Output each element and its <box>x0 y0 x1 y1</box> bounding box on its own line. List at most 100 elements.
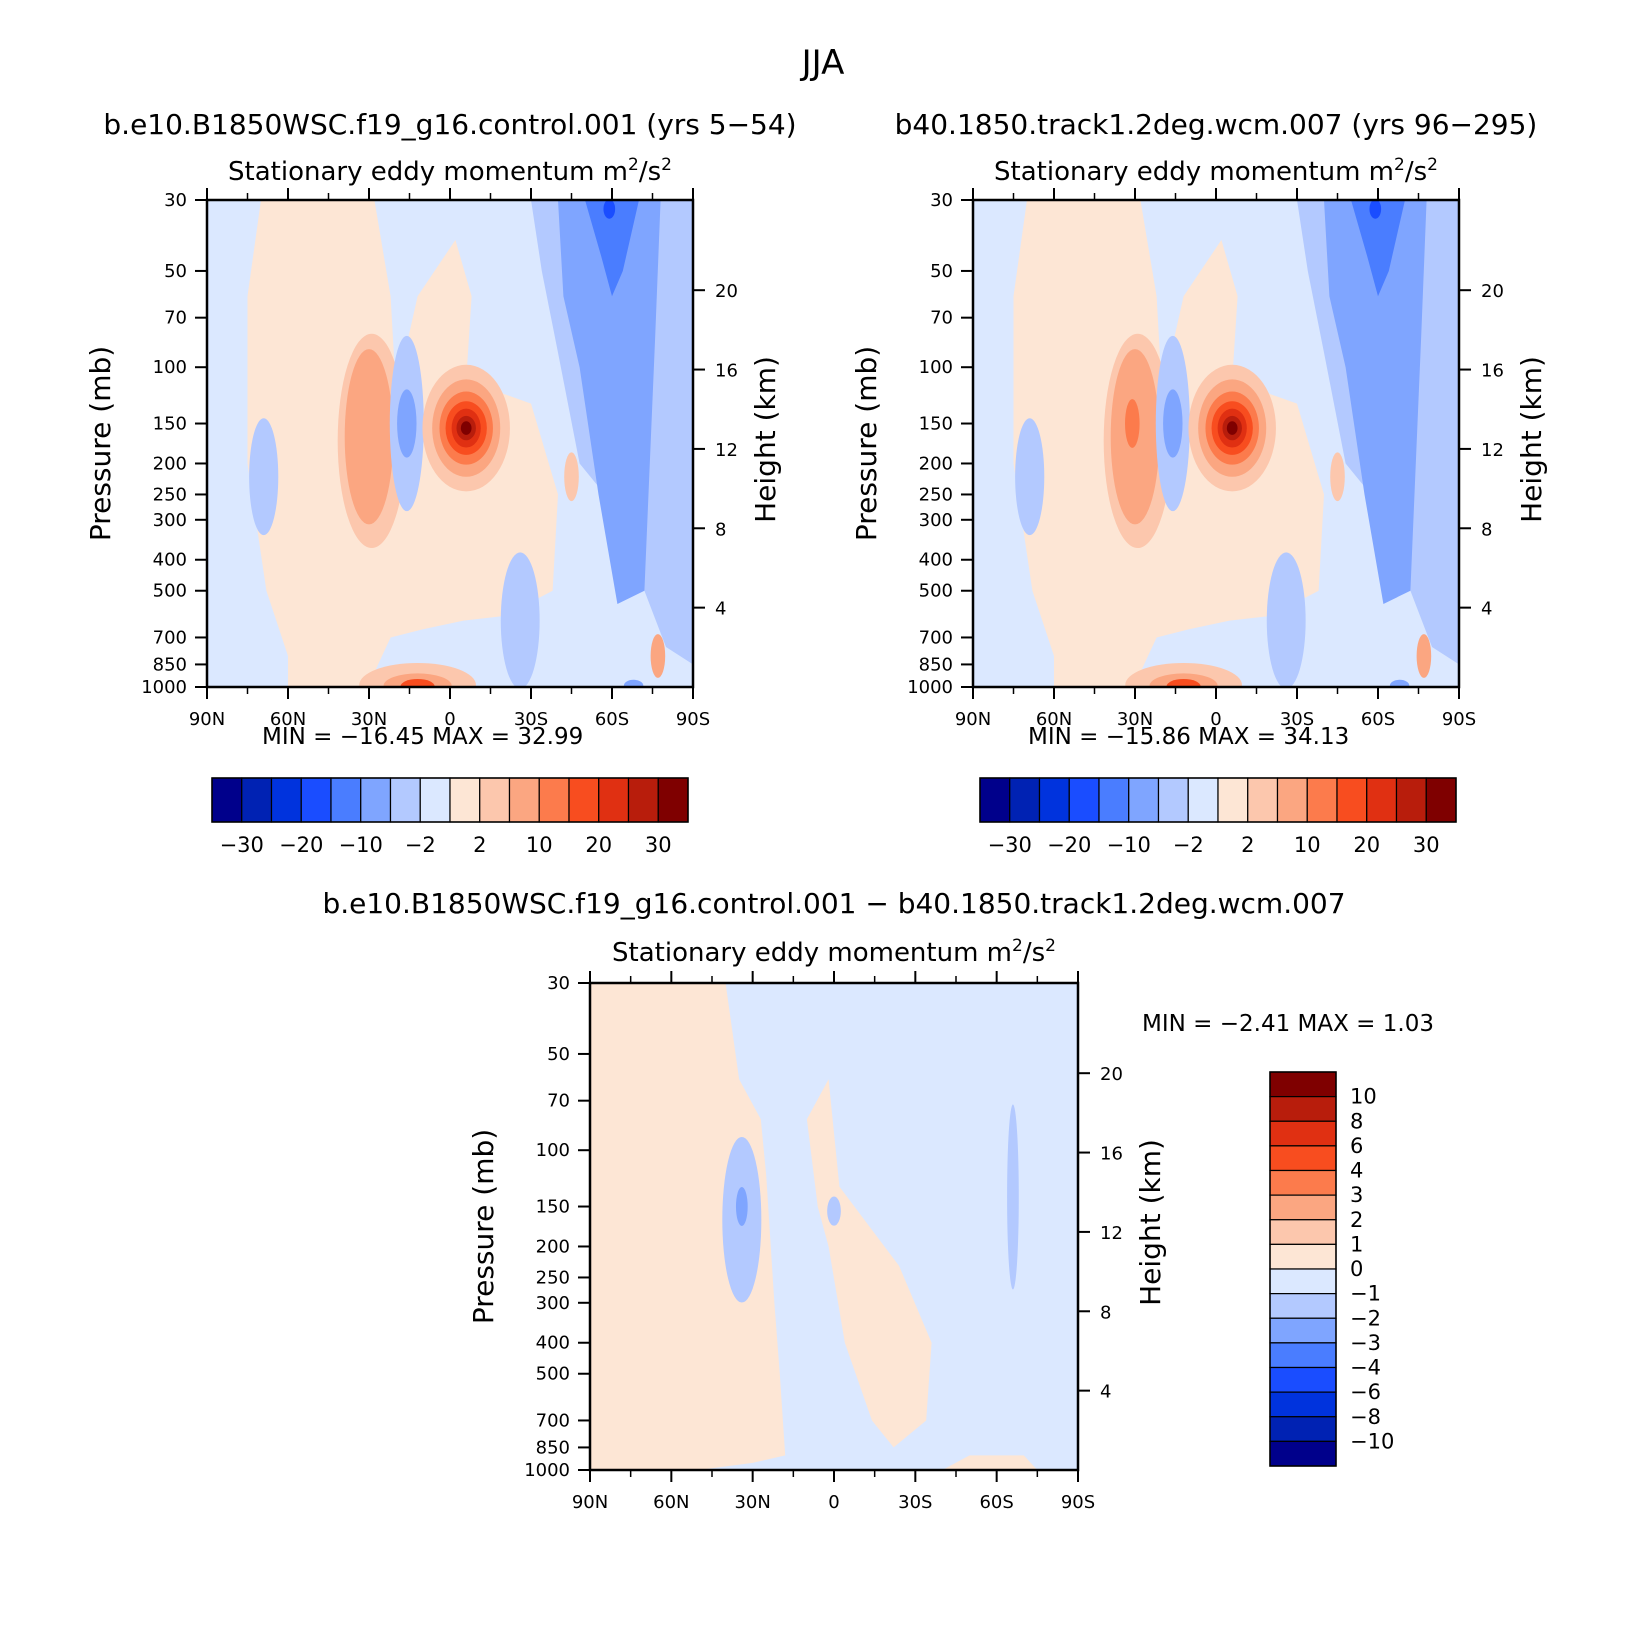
y-tick-label: 1000 <box>141 677 187 698</box>
colorbar-cell <box>1306 777 1338 823</box>
colorbar-cell <box>1269 1145 1337 1172</box>
height-tick-label: 16 <box>1481 361 1504 382</box>
y-tick-label: 400 <box>153 550 187 571</box>
colorbar-label: 3 <box>1350 1183 1363 1207</box>
height-tick-label: 4 <box>1100 1382 1111 1403</box>
contour-band <box>1330 452 1345 502</box>
x-tick-label: 30S <box>514 709 548 730</box>
x-tick-label: 30S <box>1280 709 1314 730</box>
contour-band <box>1226 421 1238 435</box>
contour-band <box>1389 679 1410 687</box>
y-tick-label: 200 <box>919 453 953 474</box>
x-tick-label: 30N <box>734 1492 770 1513</box>
y-tick-label: 250 <box>153 484 187 505</box>
y-tick-label: 300 <box>919 510 953 531</box>
colorbar-cell <box>1269 1096 1337 1122</box>
colorbar-label: −2 <box>1173 833 1204 857</box>
contour-band <box>1007 1104 1019 1290</box>
colorbar-label: −1 <box>1350 1282 1381 1306</box>
x-tick-label: 60S <box>595 709 629 730</box>
height-tick-label: 8 <box>715 519 726 540</box>
y-tick-label: 100 <box>153 357 187 378</box>
panel-3: b.e10.B1850WSC.f19_g16.control.001 − b40… <box>322 887 1434 1513</box>
y-tick-label: 250 <box>536 1267 570 1288</box>
colorbar-cell <box>657 777 689 823</box>
colorbar-cell <box>1269 1342 1337 1369</box>
contour-band <box>603 200 616 219</box>
y-tick-label: 850 <box>536 1437 570 1458</box>
y-tick-label: 200 <box>536 1236 570 1257</box>
colorbar-cell <box>1128 777 1160 823</box>
height-tick-label: 4 <box>715 599 726 620</box>
colorbar-cell <box>1269 1120 1337 1147</box>
y-tick-label: 50 <box>547 1044 570 1065</box>
y-tick-label: 30 <box>164 190 187 211</box>
y-tick-label: 50 <box>930 261 953 282</box>
min-max-label: MIN = −2.41 MAX = 1.03 <box>1142 1011 1434 1037</box>
height-tick-label: 16 <box>715 361 738 382</box>
figure-title: JJA <box>800 43 845 83</box>
x-tick-label: 0 <box>1210 709 1221 730</box>
y-tick-label: 700 <box>536 1410 570 1431</box>
colorbar-cell <box>1269 1268 1337 1295</box>
y-tick-label: 500 <box>536 1364 570 1385</box>
colorbar-label: 2 <box>1350 1208 1363 1232</box>
y-tick-label: 50 <box>164 261 187 282</box>
contour-band <box>400 679 435 687</box>
colorbar-label: −10 <box>1350 1429 1394 1453</box>
y-tick-label: 700 <box>919 627 953 648</box>
contour-band <box>1324 200 1427 604</box>
colorbar-label: 2 <box>473 833 486 857</box>
colorbar-label: −10 <box>339 833 383 857</box>
y-tick-label: 1000 <box>524 1460 570 1481</box>
x-tick-label: 90N <box>189 709 225 730</box>
colorbar: −30 −20 −10 −2 2 10 20 30 <box>211 777 689 857</box>
colorbar-cell <box>1336 777 1368 823</box>
y-axis-label: Pressure (mb) <box>467 1129 500 1324</box>
contour-band <box>590 983 786 1470</box>
colorbar-cell <box>568 777 600 823</box>
colorbar-cell <box>1269 1440 1337 1467</box>
y-axis-label: Pressure (mb) <box>84 346 117 541</box>
colorbar-cell <box>1269 1071 1337 1098</box>
colorbar-cell <box>1395 777 1427 823</box>
colorbar-frame <box>1269 1071 1337 1467</box>
contour-band <box>1015 418 1045 536</box>
variable-title: Stationary eddy momentum m2/s2 <box>994 155 1438 187</box>
colorbar-cell <box>330 777 362 823</box>
colorbar-cell <box>479 777 511 823</box>
x-tick-label: 30S <box>898 1492 932 1513</box>
colorbar-cell <box>1269 1194 1337 1221</box>
y-tick-label: 850 <box>153 654 187 675</box>
contour-band <box>735 1187 748 1227</box>
colorbar-cell <box>1425 777 1457 823</box>
y-tick-label: 700 <box>153 627 187 648</box>
x-tick-label: 90S <box>1442 709 1476 730</box>
colorbar-cell <box>1269 1391 1337 1418</box>
colorbar-cell <box>1269 1219 1337 1245</box>
colorbar-label: −4 <box>1350 1356 1381 1380</box>
y-tick-label: 300 <box>536 1293 570 1314</box>
colorbar-cell <box>1157 777 1189 823</box>
contour-band <box>1125 399 1140 448</box>
colorbar-cell <box>211 777 243 823</box>
colorbar-label: −10 <box>1107 833 1151 857</box>
x-tick-label: 60S <box>1361 709 1395 730</box>
x-tick-label: 90S <box>1061 1492 1095 1513</box>
height-tick-label: 8 <box>1100 1302 1111 1323</box>
height-tick-label: 12 <box>1481 440 1504 461</box>
min-max-label: MIN = −15.86 MAX = 34.13 <box>1028 724 1349 750</box>
height-tick-label: 20 <box>1481 281 1504 302</box>
colorbar-frame <box>211 777 689 823</box>
colorbar-label: −30 <box>988 833 1032 857</box>
y-tick-label: 70 <box>547 1091 570 1112</box>
contour-band <box>1266 552 1306 687</box>
colorbar-cell <box>1269 1243 1337 1270</box>
colorbar-label: −20 <box>1047 833 1091 857</box>
x-tick-label: 0 <box>828 1492 839 1513</box>
y-tick-label: 100 <box>919 357 953 378</box>
x-tick-label: 60N <box>270 709 306 730</box>
y-tick-label: 70 <box>164 308 187 329</box>
case-title: b.e10.B1850WSC.f19_g16.control.001 − b40… <box>322 887 1345 920</box>
